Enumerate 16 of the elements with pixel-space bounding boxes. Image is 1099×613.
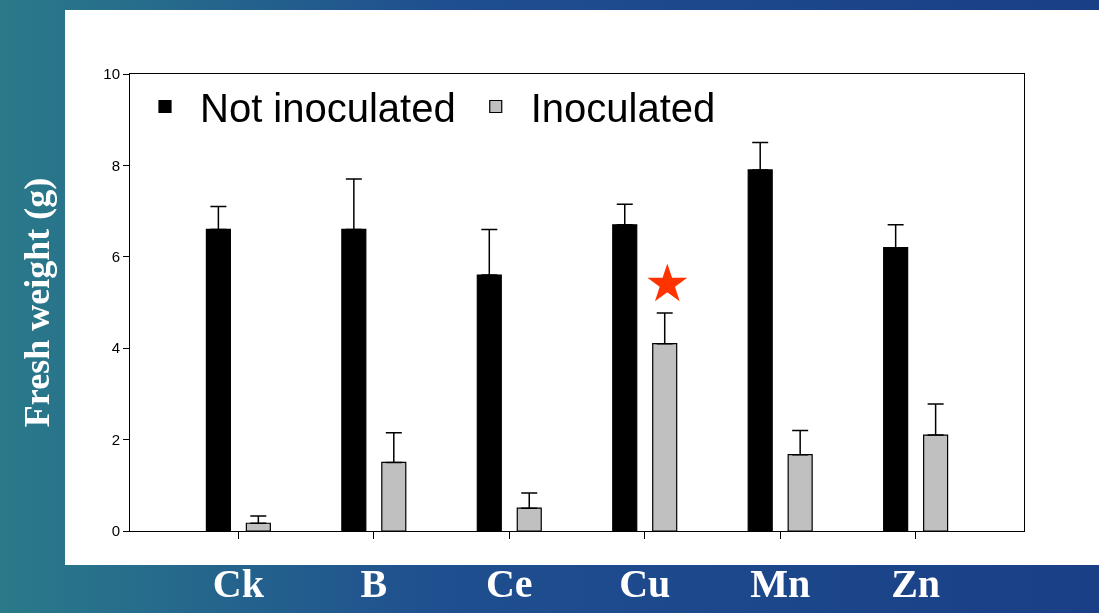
x-tick-label: Ce	[485, 561, 533, 606]
y-axis-title: Fresh weight (g)	[17, 177, 58, 428]
y-tick-label: 10	[103, 65, 120, 83]
x-tick-label: Ck	[212, 561, 265, 606]
x-tick-label: B	[360, 561, 388, 606]
legend-label: Inoculated	[530, 86, 716, 131]
y-tick-label: 8	[111, 156, 120, 174]
y-tick-label: 4	[111, 339, 120, 357]
y-tick-label: 6	[111, 248, 120, 266]
annotation: ★	[644, 253, 691, 313]
x-tick-label: Zn	[891, 561, 941, 606]
y-tick-label: 2	[111, 430, 120, 448]
legend-label: Not inoculated	[200, 86, 456, 131]
x-tick-label: Cu	[619, 561, 671, 606]
x-tick-label: Mn	[750, 561, 811, 606]
y-tick-label: 0	[111, 522, 120, 540]
